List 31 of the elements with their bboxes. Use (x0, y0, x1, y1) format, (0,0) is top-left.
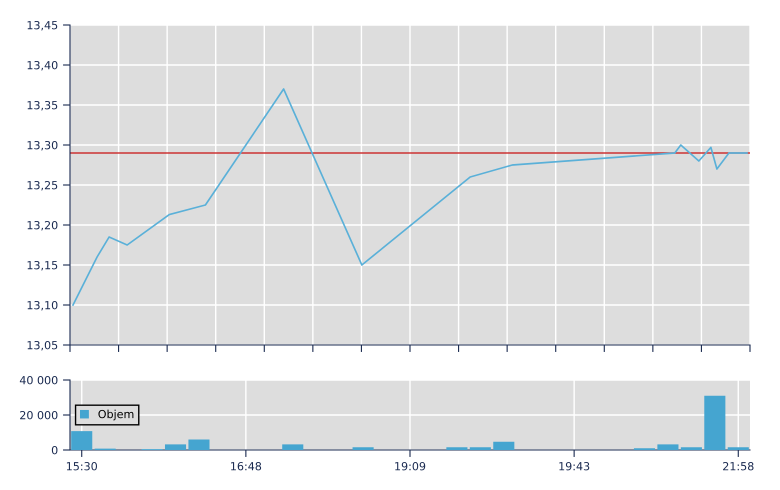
legend-label: Objem (98, 410, 134, 420)
y-tick-label: 13,05 (28, 340, 58, 351)
bar (657, 444, 678, 450)
y-tick-label: 13,20 (28, 220, 58, 231)
bar (352, 447, 374, 450)
bar (188, 440, 210, 450)
y-tick-label: 13,45 (28, 20, 58, 31)
y-tick-label: 13,40 (28, 60, 58, 71)
y-tick-label: 0 (52, 446, 58, 454)
y-tick-label: 13,15 (28, 260, 58, 271)
x-tick-label: 15:30 (66, 462, 97, 470)
bar (446, 447, 468, 450)
y-tick-label: 13,35 (28, 100, 58, 111)
bar (704, 396, 726, 450)
y-tick-label: 40 000 (20, 376, 58, 384)
x-tick-label: 16:48 (231, 462, 262, 470)
line-series (72, 88, 748, 306)
y-tick-label: 13,25 (28, 180, 58, 191)
bar (493, 442, 514, 450)
x-tick-label: 19:43 (559, 462, 590, 470)
bar (282, 444, 304, 450)
y-tick-label: 13,30 (28, 140, 58, 151)
bar (728, 447, 749, 450)
x-tick-label: 21:58 (723, 462, 754, 470)
y-tick-label: 13,10 (28, 300, 58, 311)
x-tick-label: 19:09 (395, 462, 426, 470)
bar (680, 447, 702, 450)
bar (470, 447, 491, 450)
bar (71, 431, 92, 450)
bar (164, 444, 186, 450)
y-tick-label: 20 000 (20, 410, 58, 420)
